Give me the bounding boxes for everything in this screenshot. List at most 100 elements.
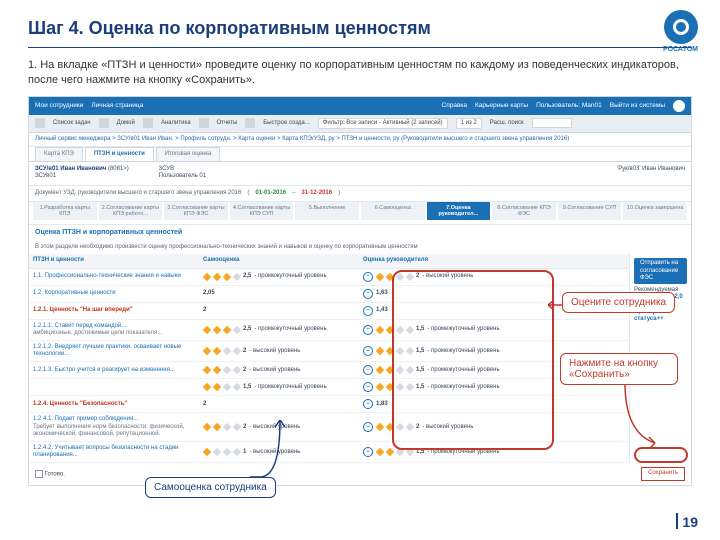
app-screenshot: Мои сотрудники Личная страница Справка К… [28, 96, 692, 486]
nav-career[interactable]: Карьерные карты [475, 102, 528, 110]
search-input[interactable] [532, 118, 572, 128]
tab-ptzn[interactable]: ПТЗН и ценности [85, 147, 154, 161]
row-spacer [519, 320, 629, 341]
toolbar-home[interactable]: Домой [117, 120, 135, 127]
minus-icon[interactable]: – [363, 272, 373, 282]
row-spacer [519, 413, 629, 442]
row-label: 1.2. Корпоративные ценности [29, 286, 199, 303]
row-spacer [519, 396, 629, 413]
logo-icon [664, 10, 698, 44]
row-mgr[interactable]: – 1,5 - промежуточный уровень [359, 442, 519, 463]
instruction-text: 1. На вкладке «ПТЗН и ценности» проведит… [28, 58, 692, 88]
workflow-step[interactable]: 8.Согласование КПЭ ФЭС [492, 202, 556, 220]
row-mgr[interactable]: – 2 - высокий уровень [359, 413, 519, 442]
brand-logo: РОСАТОМ [663, 10, 698, 53]
row-self: 2,5 - промежуточный уровень [199, 269, 359, 286]
nav-personal-page[interactable]: Личная страница [91, 102, 143, 110]
workflow-step[interactable]: 10.Оценка завершена [623, 202, 687, 220]
nav-my-employees[interactable]: Мои сотрудники [35, 102, 83, 110]
row-spacer [519, 442, 629, 463]
create-icon [245, 118, 255, 128]
home-icon [99, 118, 109, 128]
row-label: 1.2.1.2. Внедряет лучшие практики, осваи… [29, 341, 199, 362]
row-mgr[interactable]: – 2 - высокий уровень [359, 269, 519, 286]
app-footer: Готово. Сохранить [29, 463, 691, 484]
nav-help[interactable]: Справка [442, 102, 468, 110]
workflow-step[interactable]: 4.Согласование карты КПЭ СУП [230, 202, 294, 220]
app-topbar: Мои сотрудники Личная страница Справка К… [29, 97, 691, 115]
assessment-grid: ПТЗН и ценностиСамооценкаОценка руководи… [29, 254, 629, 463]
row-mgr[interactable]: – 1,5 - промежуточный уровень [359, 341, 519, 362]
row-mgr[interactable]: – 1,43 [359, 303, 519, 320]
row-mgr[interactable]: – 1,5 - промежуточный уровень [359, 362, 519, 379]
minus-icon[interactable]: – [363, 422, 373, 432]
minus-icon[interactable]: – [363, 306, 373, 316]
toolbar-reports[interactable]: Отчеты [217, 120, 238, 127]
page-title: Шаг 4. Оценка по корпоративным ценностям [28, 18, 692, 39]
date-from: 01-01-2016 [255, 190, 286, 197]
workflow-step[interactable]: 9.Согласование СУП [558, 202, 622, 220]
row-mgr[interactable]: – 1,5 - промежуточный уровень [359, 320, 519, 341]
toolbar-pager[interactable]: 1 из 2 [456, 118, 482, 129]
row-mgr[interactable]: – 1,5 - промежуточный уровень [359, 379, 519, 396]
tab-kpi[interactable]: Карта КПЭ [35, 147, 83, 161]
employee-user: Пользователь 01 [159, 173, 206, 179]
send-fes-button[interactable]: Отправить на согласование ФЭС [634, 258, 687, 284]
breadcrumb[interactable]: Личный сервис менеджера > ЗСУ/в01 Иван И… [29, 133, 691, 147]
row-self: 2 - высокий уровень [199, 362, 359, 379]
row-label: 1.2.4.1. Подает пример соблюдения...Треб… [29, 413, 199, 442]
employee-unit: 3СУВ [159, 166, 174, 172]
employee-name: ЗСУ/в01 Иван Иванович [35, 166, 106, 172]
workflow-step[interactable]: 6.Самооценка [361, 202, 425, 220]
row-label: 1.2.1.1. Ставит перед командой...амбицио… [29, 320, 199, 341]
employee-id: (8081>) [108, 166, 129, 172]
workflow-step[interactable]: 2.Согласование карты КПЭ работо... [99, 202, 163, 220]
row-label: 1.2.4.2. Учитывает вопросы безопасности … [29, 442, 199, 463]
employee-manager: 'Рук/в03' Иван Иванович [617, 166, 685, 180]
minus-icon[interactable]: – [363, 289, 373, 299]
section-note: В этом разделе необходимо произвести оце… [29, 241, 691, 254]
row-label: 1.2.1. Ценность "На шаг впереди" [29, 303, 199, 320]
reports-icon [199, 118, 209, 128]
toolbar-create[interactable]: Быстрое созда... [263, 120, 309, 127]
done-checkbox[interactable] [35, 470, 43, 478]
row-label: 1.1. Профессионально-технические знания … [29, 269, 199, 286]
row-mgr[interactable]: – 1,63 [359, 286, 519, 303]
date-to: 31-12-2016 [301, 190, 332, 197]
toolbar-filter[interactable]: Фильтр: Все записи - Активный (2 записей… [318, 118, 448, 129]
minus-icon[interactable]: – [363, 365, 373, 375]
nav-user[interactable]: Пользователь: Man01 [536, 102, 602, 110]
minus-icon[interactable]: – [363, 325, 373, 335]
doc-period: Документ УЗД: руководители высшего и ста… [29, 186, 691, 202]
section-title: Оценка ПТЗН и корпоративных ценностей [29, 225, 691, 241]
save-button[interactable]: Сохранить [641, 467, 685, 480]
toolbar-analytics[interactable]: Аналитика [161, 120, 191, 127]
doc-label: Документ УЗД: руководители высшего и ста… [35, 190, 241, 197]
employee-header: ЗСУ/в01 Иван Иванович (8081>) ЗСУв01 3СУ… [29, 162, 691, 185]
row-self: 1,5 - промежуточный уровень [199, 379, 359, 396]
row-spacer [519, 269, 629, 286]
minus-icon[interactable]: – [363, 382, 373, 392]
workflow-step[interactable]: 5.Выполнение [295, 202, 359, 220]
tasks-icon [35, 118, 45, 128]
toolbar-search-label[interactable]: Расш. поиск [490, 120, 524, 127]
toolbar-tasks[interactable]: Список задач [53, 120, 91, 127]
workflow-step[interactable]: 3.Согласование карты КПЭ ФЭС [164, 202, 228, 220]
row-mgr[interactable]: – 1,83 [359, 396, 519, 413]
page-number: 19 [676, 513, 698, 530]
nav-logout[interactable]: Выйти из системы [610, 102, 665, 110]
logo-text: РОСАТОМ [663, 46, 698, 53]
workflow-steps: 1.Разработка карты КПЭ2.Согласование кар… [29, 202, 691, 225]
tab-final[interactable]: Итоговая оценка [156, 147, 221, 161]
rec-value: 2,0 [674, 294, 682, 300]
callout-self: Самооценка сотрудника [145, 477, 276, 498]
minus-icon[interactable]: – [363, 399, 373, 409]
minus-icon[interactable]: – [363, 447, 373, 457]
workflow-step[interactable]: 7.Оценка руководител... [427, 202, 491, 220]
tabs: Карта КПЭ ПТЗН и ценности Итоговая оценк… [29, 147, 691, 162]
workflow-step[interactable]: 1.Разработка карты КПЭ [33, 202, 97, 220]
col-name-header: ПТЗН и ценности [29, 254, 199, 268]
minus-icon[interactable]: – [363, 346, 373, 356]
row-self: 2 [199, 303, 359, 320]
callout-save: Нажмите на кнопку «Сохранить» [560, 353, 678, 385]
